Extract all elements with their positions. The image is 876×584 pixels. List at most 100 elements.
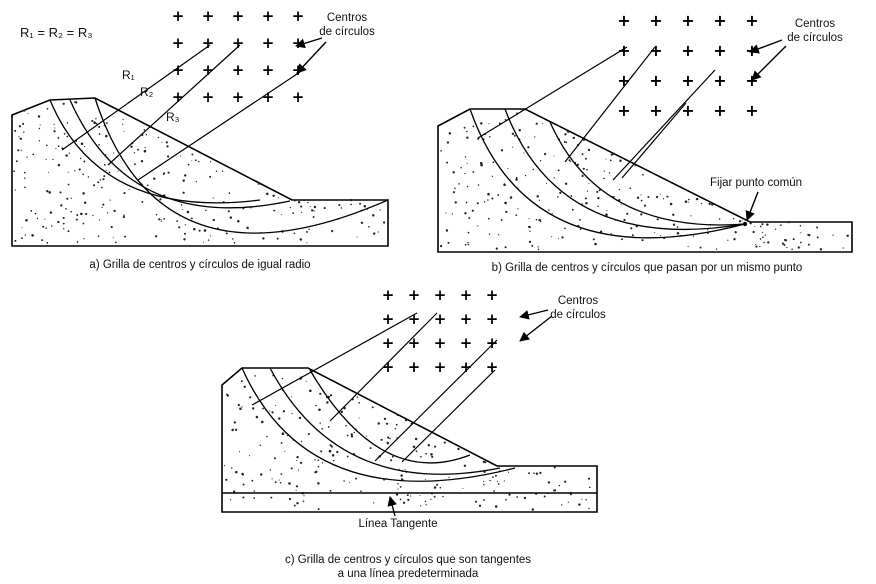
soil-speck	[34, 212, 37, 215]
soil-speck	[106, 122, 108, 124]
soil-speck	[781, 242, 784, 245]
soil-speck	[301, 211, 303, 214]
soil-speck	[558, 238, 560, 240]
soil-speck	[123, 192, 126, 195]
soil-speck	[160, 220, 162, 222]
soil-speck	[534, 136, 536, 138]
soil-speck	[163, 172, 166, 175]
soil-speck	[248, 455, 251, 457]
soil-speck	[353, 431, 356, 434]
soil-speck	[249, 396, 252, 399]
soil-speck	[383, 417, 387, 421]
soil-speck	[511, 132, 515, 135]
soil-speck	[766, 223, 769, 226]
soil-speck	[314, 459, 316, 461]
soil-speck	[133, 152, 136, 154]
soil-speck	[83, 160, 86, 163]
soil-speck	[377, 231, 379, 233]
soil-speck	[479, 161, 483, 165]
soil-speck	[307, 433, 310, 436]
soil-speck	[122, 215, 125, 219]
soil-speck	[445, 212, 447, 214]
soil-speck	[415, 450, 418, 453]
soil-speck	[688, 198, 690, 201]
soil-speck	[433, 486, 437, 489]
soil-speck	[309, 389, 312, 393]
plus-icon: +	[292, 34, 305, 52]
soil-speck	[654, 231, 656, 233]
soil-speck	[523, 152, 525, 154]
soil-speck	[346, 455, 349, 458]
soil-speck	[165, 141, 168, 144]
plus-icon: +	[649, 71, 662, 90]
soil-speck	[474, 500, 478, 503]
soil-speck	[581, 174, 584, 178]
soil-speck	[25, 219, 28, 222]
soil-speck	[349, 198, 353, 202]
soil-speck	[296, 460, 298, 462]
soil-speck	[228, 192, 231, 194]
soil-speck	[317, 508, 320, 511]
soil-speck	[687, 245, 689, 248]
soil-speck	[572, 136, 576, 140]
soil-speck	[356, 396, 359, 398]
soil-speck	[468, 217, 471, 220]
soil-speck	[41, 239, 44, 242]
soil-speck	[397, 483, 399, 485]
soil-speck	[281, 432, 285, 436]
soil-speck	[480, 122, 483, 125]
soil-speck	[842, 247, 844, 249]
soil-speck	[60, 204, 63, 207]
soil-speck	[512, 146, 514, 148]
plus-icon: +	[262, 34, 275, 52]
soil-speck	[296, 455, 299, 459]
plus-icon: +	[202, 88, 215, 106]
soil-speck	[492, 161, 495, 164]
soil-speck	[564, 227, 566, 230]
soil-speck	[101, 206, 103, 209]
slope-body-b	[437, 108, 853, 253]
soil-speck	[66, 197, 69, 200]
soil-speck	[186, 210, 190, 214]
plus-icon: +	[713, 41, 726, 60]
pointer-c-2	[519, 315, 553, 342]
soil-speck	[278, 479, 280, 481]
pointer-a-1	[295, 37, 323, 49]
soil-speck	[647, 196, 650, 198]
soil-speck	[503, 183, 506, 186]
soil-speck	[538, 218, 541, 222]
soil-speck	[289, 206, 291, 209]
soil-speck	[529, 230, 531, 232]
soil-speck	[15, 160, 18, 163]
pointer-c-1	[519, 309, 549, 320]
soil-speck	[109, 199, 111, 201]
soil-speck	[269, 469, 272, 471]
soil-speck	[237, 403, 240, 407]
soil-speck	[79, 157, 82, 160]
soil-speck	[587, 148, 591, 152]
soil-speck	[727, 239, 729, 241]
soil-speck	[194, 159, 197, 162]
soil-speck	[397, 488, 399, 490]
soil-speck	[70, 210, 72, 213]
soil-speck	[340, 410, 344, 414]
caption-c-line2: a una línea predeterminada	[338, 568, 479, 580]
soil-speck	[52, 158, 54, 161]
soil-speck	[394, 427, 397, 430]
soil-speck	[487, 199, 489, 201]
soil-speck	[239, 407, 242, 410]
soil-speck	[629, 187, 632, 190]
soil-speck	[203, 229, 207, 232]
soil-speck	[278, 417, 281, 420]
soil-speck	[542, 122, 544, 124]
soil-speck	[14, 239, 17, 242]
soil-speck	[102, 178, 105, 181]
soil-speck	[350, 203, 352, 206]
radius-b-2	[564, 46, 656, 163]
soil-speck	[297, 201, 301, 204]
soil-speck	[599, 230, 603, 233]
soil-speck	[425, 504, 427, 506]
soil-speck	[300, 440, 303, 443]
soil-speck	[491, 197, 494, 200]
soil-speck	[466, 136, 469, 139]
